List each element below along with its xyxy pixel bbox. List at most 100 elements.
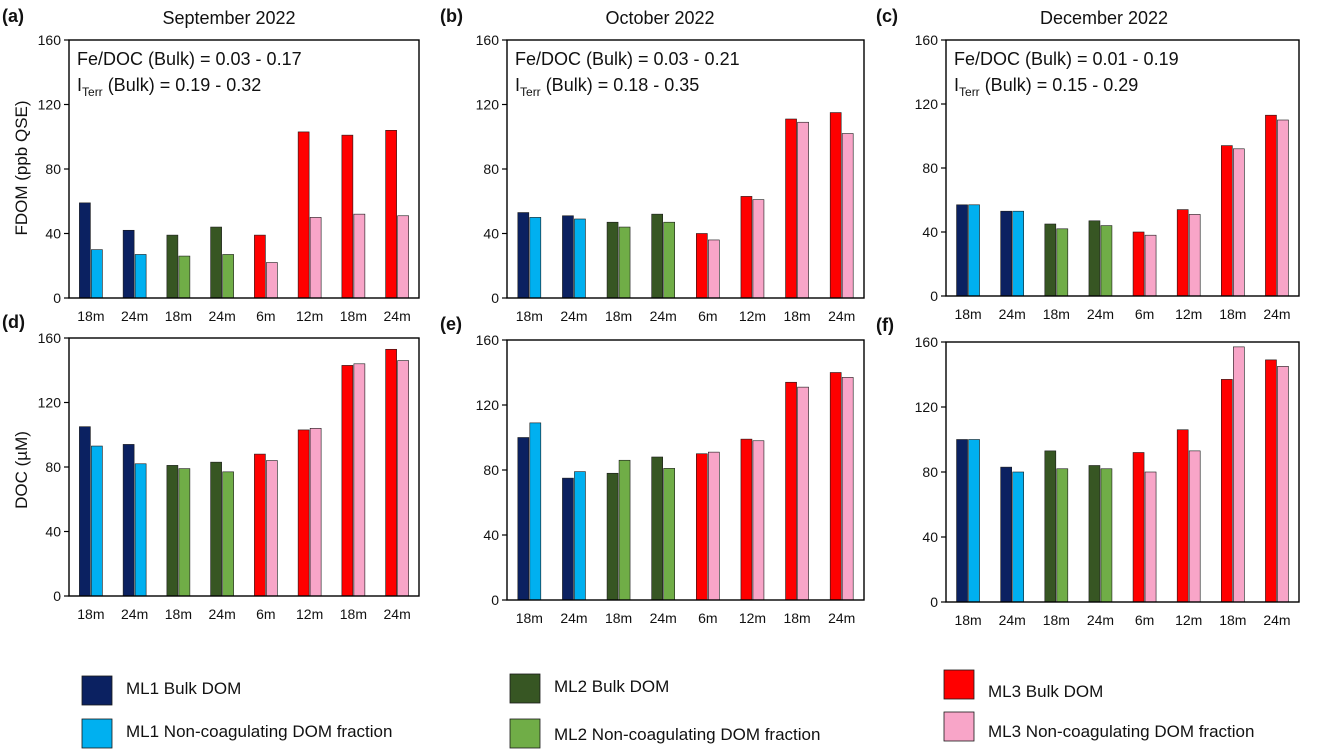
bar bbox=[606, 472, 619, 601]
y-tick-label: 80 bbox=[483, 161, 499, 177]
x-tick-label: 24m bbox=[1087, 306, 1114, 322]
bar bbox=[529, 422, 542, 601]
y-tick-label: 0 bbox=[491, 290, 499, 306]
bar bbox=[397, 360, 409, 597]
bar bbox=[956, 439, 968, 603]
x-tick-label: 18m bbox=[77, 606, 104, 622]
bar bbox=[829, 372, 842, 601]
legend-label: ML1 Bulk DOM bbox=[126, 679, 241, 698]
annotation-main: I bbox=[515, 75, 520, 95]
bar bbox=[178, 468, 191, 597]
chart-panel: 18m 24m 18m 24m 6m 12m 18m 24m 0 40 80 120 160 (c) Dec… bbox=[876, 6, 1300, 322]
x-tick-label: 6m bbox=[698, 610, 717, 626]
bar bbox=[254, 453, 266, 597]
legend-item: ML3 Bulk DOM bbox=[943, 669, 1103, 701]
chart-title: December 2022 bbox=[1040, 8, 1168, 28]
x-tick-label: 24m bbox=[828, 308, 855, 324]
bar bbox=[134, 463, 147, 597]
bar bbox=[353, 213, 366, 299]
bar bbox=[708, 239, 720, 299]
panel-label: (c) bbox=[876, 6, 898, 26]
y-tick-label: 0 bbox=[930, 288, 938, 304]
x-tick-label: 24m bbox=[1263, 306, 1290, 322]
x-tick-label: 18m bbox=[516, 610, 543, 626]
bar bbox=[1233, 148, 1245, 297]
y-axis-label: FDOM (ppb QSE) bbox=[12, 100, 31, 235]
bar bbox=[740, 438, 753, 601]
bar bbox=[297, 429, 310, 597]
x-tick-label: 12m bbox=[1175, 612, 1202, 628]
bar bbox=[309, 427, 322, 597]
legend-swatch bbox=[509, 673, 541, 704]
bar bbox=[1132, 231, 1145, 297]
bar bbox=[1176, 429, 1189, 603]
y-axis-label: DOC (µM) bbox=[12, 431, 31, 509]
x-tick-label: 18m bbox=[954, 612, 981, 628]
annotation-main: Fe/DOC (Bulk) = 0.03 - 0.17 bbox=[77, 49, 302, 69]
bar bbox=[1088, 465, 1101, 603]
panel-label: (e) bbox=[440, 314, 462, 334]
bar bbox=[1277, 119, 1289, 297]
legend-label: ML1 Non-coagulating DOM fraction bbox=[126, 722, 392, 741]
legend-swatch bbox=[81, 718, 113, 749]
bar bbox=[1088, 220, 1101, 297]
annotation-main: I bbox=[77, 75, 82, 95]
bar bbox=[297, 131, 310, 299]
x-tick-label: 18m bbox=[783, 610, 810, 626]
y-tick-label: 160 bbox=[476, 332, 500, 348]
plot-frame bbox=[68, 337, 420, 597]
x-tick-label: 6m bbox=[256, 606, 275, 622]
bar bbox=[618, 226, 631, 299]
y-tick-label: 120 bbox=[476, 97, 500, 113]
bar bbox=[1000, 466, 1012, 603]
y-tick-label: 0 bbox=[53, 290, 61, 306]
bar bbox=[1044, 450, 1057, 603]
y-tick-label: 160 bbox=[38, 330, 62, 346]
x-tick-label: 24m bbox=[209, 308, 236, 324]
bar bbox=[663, 468, 675, 601]
bar bbox=[79, 202, 91, 299]
y-tick-label: 0 bbox=[930, 594, 938, 610]
y-tick-label: 0 bbox=[491, 592, 499, 608]
bar bbox=[353, 363, 366, 597]
legend-swatch bbox=[81, 675, 113, 706]
y-tick-label: 80 bbox=[45, 459, 61, 475]
bar bbox=[968, 204, 980, 297]
bar bbox=[529, 217, 542, 299]
x-tick-label: 6m bbox=[1135, 612, 1154, 628]
x-tick-label: 18m bbox=[605, 610, 632, 626]
bar bbox=[1132, 452, 1145, 603]
bar bbox=[651, 456, 663, 601]
bar bbox=[562, 477, 574, 601]
legend-label: ML2 Non-coagulating DOM fraction bbox=[554, 725, 820, 744]
bar bbox=[752, 440, 765, 601]
x-tick-label: 12m bbox=[739, 308, 766, 324]
bar bbox=[397, 215, 409, 299]
x-tick-label: 12m bbox=[296, 606, 323, 622]
x-tick-label: 18m bbox=[77, 308, 104, 324]
y-tick-label: 160 bbox=[915, 334, 939, 350]
legend-item: ML1 Non-coagulating DOM fraction bbox=[81, 718, 392, 749]
bar bbox=[134, 254, 147, 299]
chart-panel: 18m 24m 18m 24m 6m 12m 18m 24m 0 40 80 120 160 (f) bbox=[876, 315, 1300, 628]
bar bbox=[166, 234, 179, 299]
bar bbox=[222, 254, 234, 299]
chart-panel: 18m 24m 18m 24m 6m 12m 18m 24m 0 40 80 120 160 (a) Sep… bbox=[2, 6, 420, 324]
annotation: ITerr (Bulk) = 0.19 - 0.32 bbox=[77, 75, 261, 99]
bar bbox=[1044, 223, 1057, 297]
x-tick-label: 18m bbox=[165, 308, 192, 324]
legend: ML1 Bulk DOM ML1 Non-coagulating DOM frac… bbox=[81, 669, 1254, 749]
bar bbox=[785, 118, 797, 299]
chart-title: September 2022 bbox=[162, 8, 295, 28]
y-tick-label: 40 bbox=[45, 524, 61, 540]
bar bbox=[1265, 359, 1277, 603]
annotation-subscript: Terr bbox=[959, 85, 980, 99]
chart-panel: 18m 24m 18m 24m 6m 12m 18m 24m 0 40 80 120 160 (e) bbox=[440, 314, 865, 626]
y-tick-label: 40 bbox=[922, 529, 938, 545]
bar bbox=[1221, 145, 1233, 297]
bar bbox=[122, 229, 135, 299]
bar bbox=[708, 451, 720, 601]
chart-title: October 2022 bbox=[605, 8, 714, 28]
bar bbox=[341, 365, 354, 597]
annotation-rest: (Bulk) = 0.15 - 0.29 bbox=[980, 75, 1139, 95]
